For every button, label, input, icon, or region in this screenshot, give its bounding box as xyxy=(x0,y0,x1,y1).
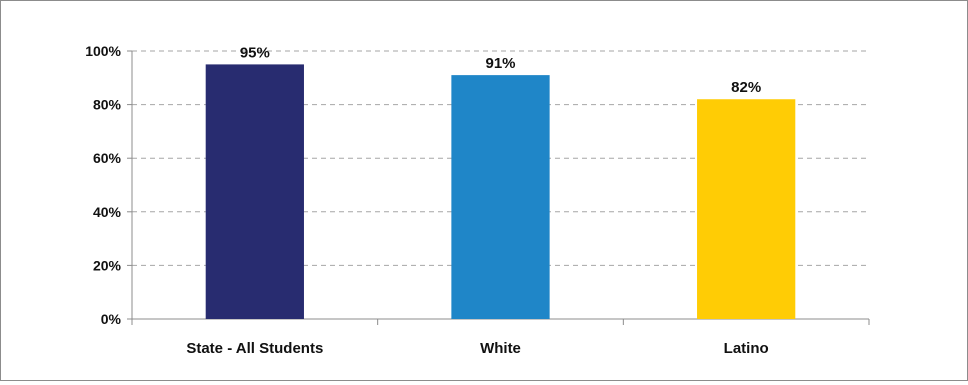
bar-3 xyxy=(697,99,796,320)
x-category-label: Latino xyxy=(724,340,769,357)
y-tick-label: 80% xyxy=(93,97,122,113)
y-tick-label: 40% xyxy=(93,204,122,220)
y-tick-label: 20% xyxy=(93,257,122,273)
labels: 0% 20% 40% 60% 80% 100% 95% State - All Student… xyxy=(85,43,768,357)
bars xyxy=(205,64,796,320)
y-tick-label: 0% xyxy=(101,311,122,327)
bar-2 xyxy=(451,75,550,320)
data-label: 91% xyxy=(485,55,515,72)
data-label: 82% xyxy=(731,79,761,96)
y-tick-label: 100% xyxy=(85,43,121,59)
bar-1 xyxy=(205,64,304,320)
x-category-label: State - All Students xyxy=(186,340,323,357)
data-label: 95% xyxy=(240,44,270,61)
y-tick-label: 60% xyxy=(93,150,122,166)
x-category-label: White xyxy=(480,340,521,357)
